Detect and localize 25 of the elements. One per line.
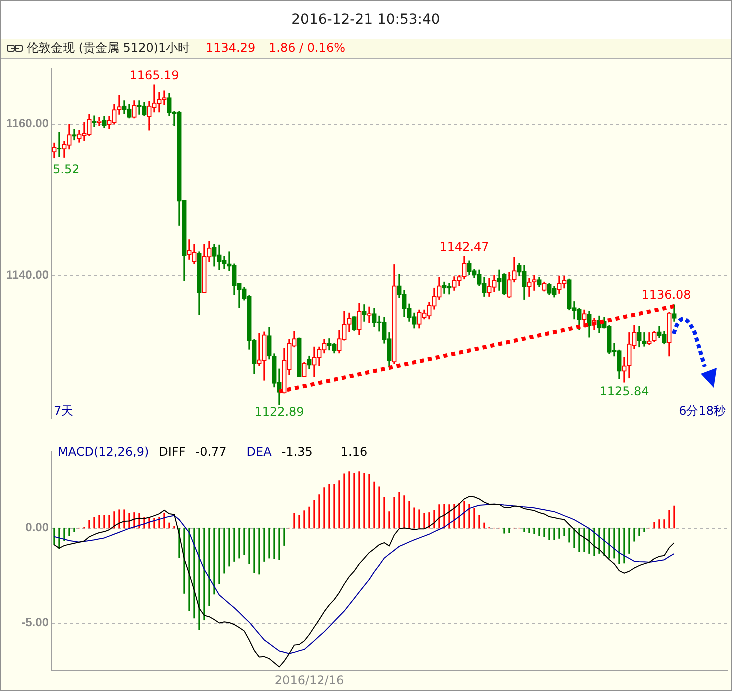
y-tick-label: 1140.00 bbox=[6, 268, 50, 282]
text: 1134.29 bbox=[206, 40, 256, 57]
annotation: 1122.89 bbox=[254, 405, 304, 420]
candlestick bbox=[117, 95, 122, 115]
text: DEA bbox=[246, 445, 272, 459]
text: 1.86 / 0.16% bbox=[269, 40, 346, 57]
candlestick bbox=[362, 304, 367, 322]
text: 6分18秒 bbox=[679, 404, 726, 418]
y-tick-label: 0.00 bbox=[26, 520, 50, 535]
x-tick-label: 2016/12/16 bbox=[274, 673, 344, 688]
chart-title: MACD(12,26,9) bbox=[58, 445, 150, 459]
y-tick-label: -5.00 bbox=[22, 616, 50, 630]
chart-subtitle: 伦敦金现 (贵金属 5120)1小时 bbox=[27, 40, 190, 57]
annotation: 1142.47 bbox=[440, 240, 490, 254]
y-tick-label: 1160.00 bbox=[6, 116, 50, 131]
annotation: 1136.08 bbox=[642, 288, 692, 302]
annotation: -1.35 bbox=[282, 445, 313, 459]
annotation: -0.77 bbox=[196, 445, 227, 459]
annotation: 1.16 bbox=[340, 445, 368, 459]
chart-title: 2016-12-21 10:53:40 bbox=[290, 12, 442, 28]
text: DIFF bbox=[159, 445, 186, 459]
annotation: 5.52 bbox=[53, 162, 80, 176]
annotation: 1165.19 bbox=[130, 68, 180, 82]
annotation: 7天 bbox=[54, 404, 74, 418]
annotation: 1125.84 bbox=[600, 384, 650, 399]
